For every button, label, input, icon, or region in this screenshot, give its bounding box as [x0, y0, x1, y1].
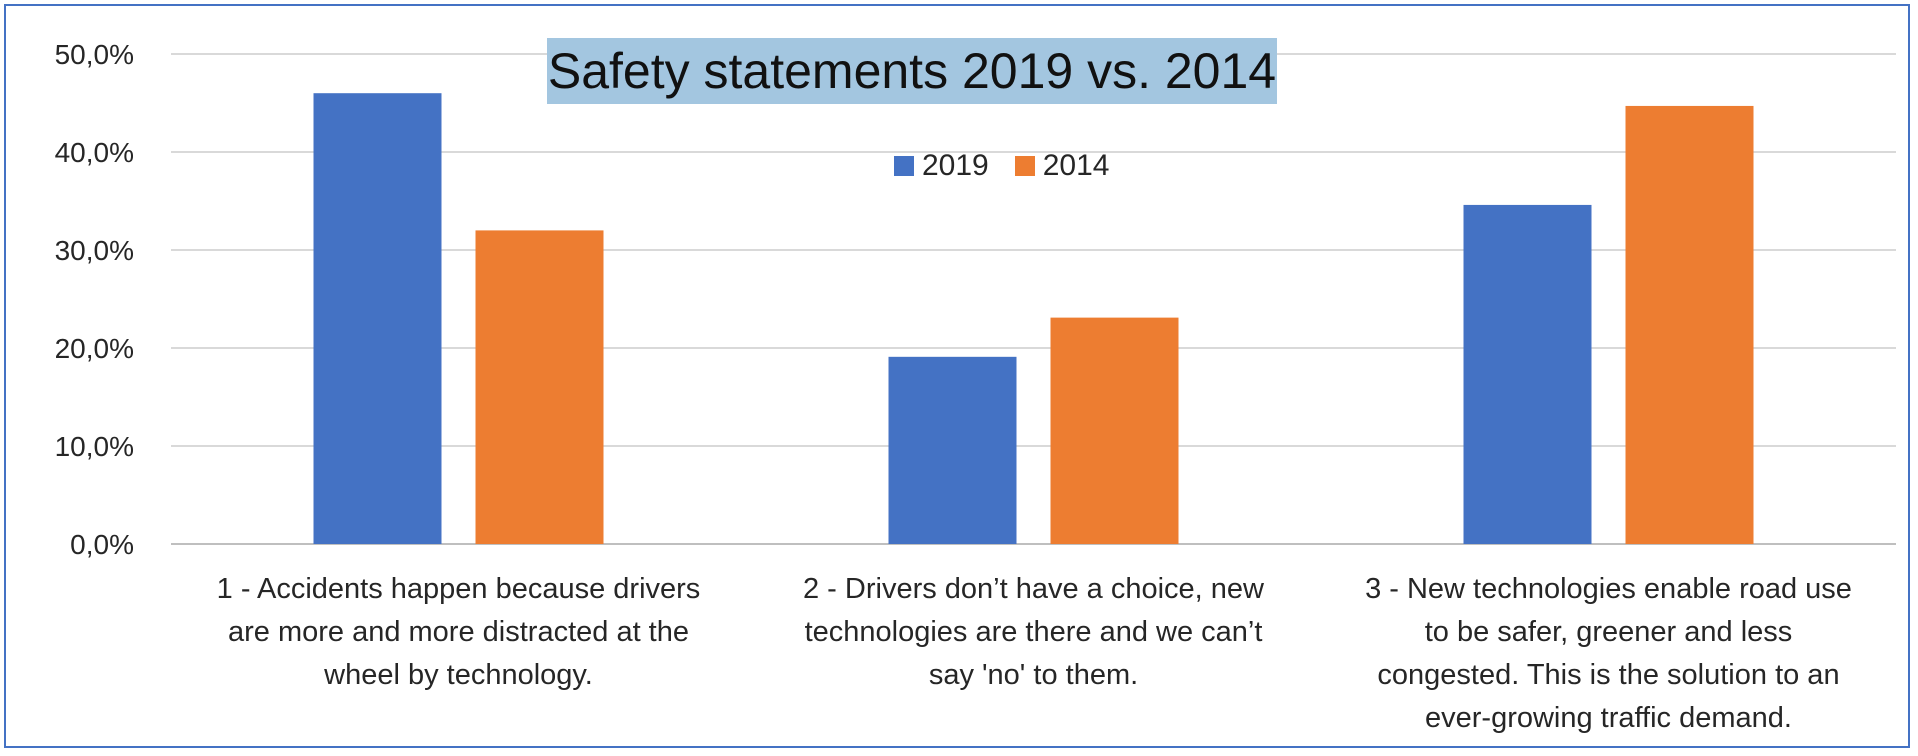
category-label-line: congested. This is the solution to an [1377, 659, 1840, 691]
category-label-line: 3 - New technologies enable road use [1365, 573, 1852, 605]
category-label-line: to be safer, greener and less [1424, 616, 1793, 648]
bar-2019-cat-1 [313, 93, 442, 544]
category-label-line: are more and more distracted at the [227, 616, 689, 648]
legend-item-2014: 2014 [1014, 149, 1110, 183]
y-tick-label: 30,0% [55, 235, 134, 266]
y-tick-label: 50,0% [55, 39, 134, 70]
bar-2019-cat-2 [888, 356, 1017, 544]
category-label-line: say 'no' to them. [928, 659, 1139, 691]
category-label-line: ever-growing traffic demand. [1425, 702, 1792, 734]
bar-2014-cat-3 [1625, 105, 1754, 544]
legend-swatch [1014, 156, 1035, 176]
category-label-line: 1 - Accidents happen because drivers [216, 573, 701, 605]
category-label-line: technologies are there and we can’t [804, 616, 1263, 648]
bar-2014-cat-1 [475, 230, 604, 544]
y-tick-label: 20,0% [55, 333, 134, 364]
chart-frame: 0,0% 10,0% 20,0% 30,0% 40,0% 50,0% 1 - Accide… [4, 4, 1910, 748]
y-tick-label: 40,0% [55, 137, 134, 168]
category-label-2: 2 - Drivers don’t have a choice, new tech… [754, 568, 1314, 697]
y-tick-label: 10,0% [55, 431, 134, 462]
bar-2019-cat-3 [1463, 204, 1592, 545]
category-label-3: 3 - New technologies enable road use to b… [1329, 568, 1889, 740]
category-label-line: wheel by technology. [324, 659, 593, 691]
chart-title: Safety statements 2019 vs. 2014 [547, 38, 1277, 104]
y-tick-label: 0,0% [70, 529, 134, 560]
legend-label: 2019 [922, 149, 989, 182]
legend-label: 2014 [1042, 149, 1110, 182]
plot-area: 0,0% 10,0% 20,0% 30,0% 40,0% 50,0% [55, 39, 1896, 560]
bar-2014-cat-2 [1050, 317, 1179, 544]
category-label-1: 1 - Accidents happen because drivers are … [179, 568, 739, 697]
legend-swatch [894, 156, 914, 176]
category-label-line: 2 - Drivers don’t have a choice, new [803, 573, 1264, 605]
legend-item-2019: 2019 [894, 149, 989, 183]
legend: 2019 2014 [894, 146, 1136, 186]
